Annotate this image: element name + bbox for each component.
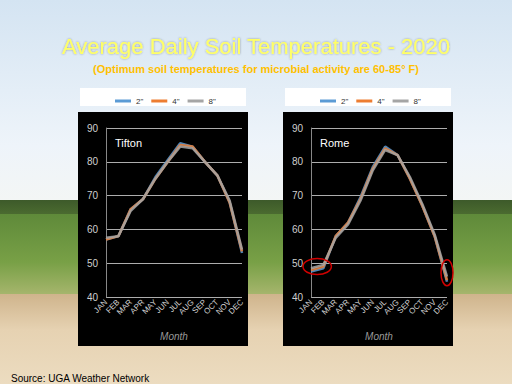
svg-text:50: 50 xyxy=(87,258,99,269)
svg-text:AUG: AUG xyxy=(177,297,196,317)
svg-text:AUG: AUG xyxy=(382,297,401,317)
svg-text:Average Daily Soil Temperature: Average Daily Soil Temperatures - 2020 xyxy=(62,34,450,59)
svg-text:FEB: FEB xyxy=(309,297,327,316)
svg-text:SEP: SEP xyxy=(395,297,414,316)
svg-text:(Optimum soil temperatures for: (Optimum soil temperatures for microbial… xyxy=(93,63,419,75)
svg-text:Rome: Rome xyxy=(320,137,349,149)
svg-text:MAY: MAY xyxy=(140,297,159,316)
svg-text:Source: UGA Weather Network: Source: UGA Weather Network xyxy=(11,373,150,384)
svg-text:8": 8" xyxy=(414,97,421,106)
svg-text:40: 40 xyxy=(292,292,304,303)
svg-text:4": 4" xyxy=(172,97,179,106)
svg-text:JUN: JUN xyxy=(358,297,376,316)
svg-text:80: 80 xyxy=(87,156,99,167)
svg-text:JAN: JAN xyxy=(297,297,315,315)
svg-text:SEP: SEP xyxy=(190,297,209,316)
svg-text:60: 60 xyxy=(292,224,304,235)
svg-text:FEB: FEB xyxy=(104,297,122,316)
svg-text:JUL: JUL xyxy=(372,297,389,315)
svg-text:8": 8" xyxy=(209,97,216,106)
svg-text:MAY: MAY xyxy=(345,297,364,316)
svg-text:JUL: JUL xyxy=(167,297,184,315)
svg-text:Month: Month xyxy=(365,331,393,342)
svg-text:60: 60 xyxy=(87,224,99,235)
svg-text:DEC: DEC xyxy=(227,298,245,316)
svg-text:90: 90 xyxy=(292,123,304,134)
svg-text:JUN: JUN xyxy=(153,297,171,316)
svg-text:Tifton: Tifton xyxy=(115,137,142,149)
svg-text:4": 4" xyxy=(377,97,384,106)
svg-text:APR: APR xyxy=(128,297,147,316)
svg-text:OCT: OCT xyxy=(407,297,426,317)
svg-text:80: 80 xyxy=(292,156,304,167)
svg-text:70: 70 xyxy=(87,190,99,201)
svg-text:70: 70 xyxy=(292,190,304,201)
svg-text:NOV: NOV xyxy=(214,297,233,317)
svg-text:40: 40 xyxy=(87,292,99,303)
svg-text:OCT: OCT xyxy=(202,297,221,317)
svg-text:Month: Month xyxy=(160,331,188,342)
svg-text:2": 2" xyxy=(136,97,143,106)
svg-text:90: 90 xyxy=(87,123,99,134)
svg-text:50: 50 xyxy=(292,258,304,269)
svg-text:DEC: DEC xyxy=(432,298,450,316)
svg-text:APR: APR xyxy=(333,297,352,316)
svg-text:NOV: NOV xyxy=(419,297,438,317)
svg-text:2": 2" xyxy=(341,97,348,106)
svg-text:MAR: MAR xyxy=(320,297,339,317)
svg-text:JAN: JAN xyxy=(92,297,110,315)
svg-text:MAR: MAR xyxy=(115,297,134,317)
